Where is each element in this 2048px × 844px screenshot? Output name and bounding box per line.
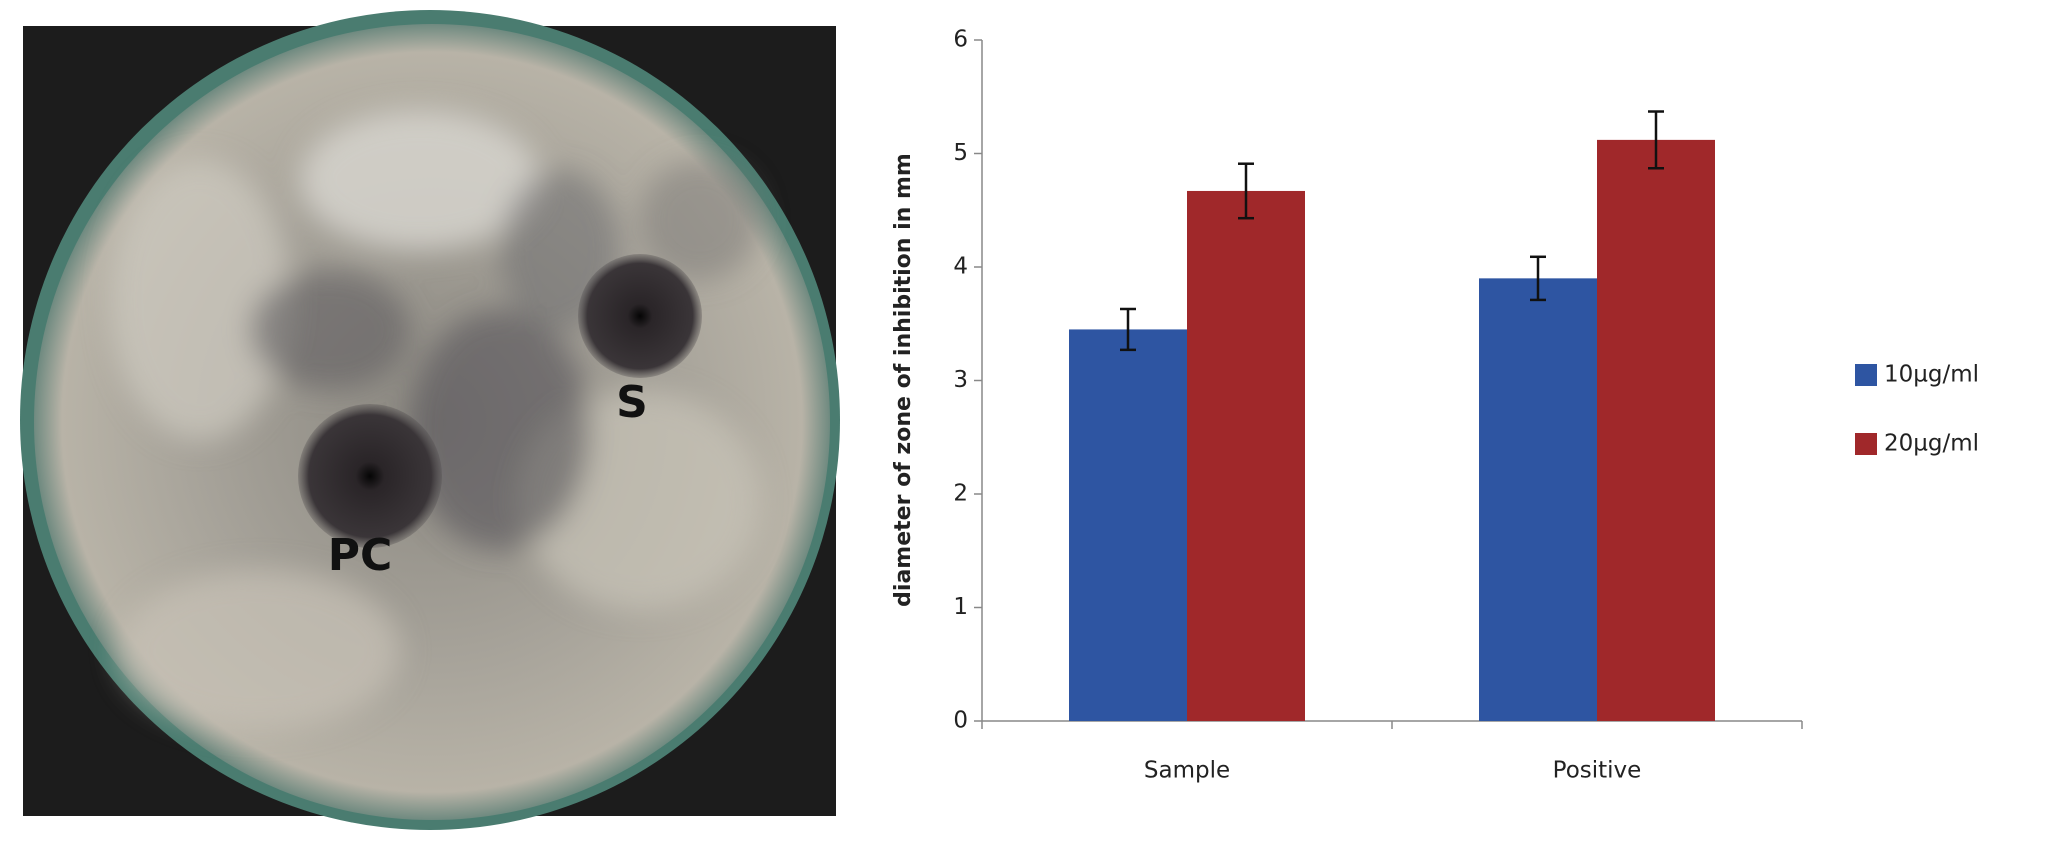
y-tick-label: 5 [953,140,968,166]
inhibition-zone [578,254,702,378]
inhibition-zone [298,404,442,548]
x-tick-label: Positive [1553,758,1642,784]
y-tick-label: 4 [953,254,968,280]
bar [1069,329,1187,721]
photo-label: S [616,377,648,428]
photo-label: PC [328,530,393,581]
legend-swatch [1855,433,1877,455]
y-tick-label: 0 [953,708,968,734]
bar [1597,139,1715,721]
bar [1479,278,1597,721]
legend-label: 20µg/ml [1884,431,1979,457]
y-tick-label: 1 [953,594,968,620]
y-axis-label: diameter of zone of inhibition in mm [891,153,916,607]
y-tick-label: 3 [953,367,968,393]
photo: PC S [20,10,840,830]
fungal-texture [110,110,760,730]
y-tick-label: 6 [953,27,968,53]
legend-label: 10µg/ml [1884,362,1979,388]
x-tick-label: Sample [1144,758,1230,784]
legend-swatch [1855,364,1877,386]
y-tick-label: 2 [953,481,968,507]
bar [1187,190,1305,721]
